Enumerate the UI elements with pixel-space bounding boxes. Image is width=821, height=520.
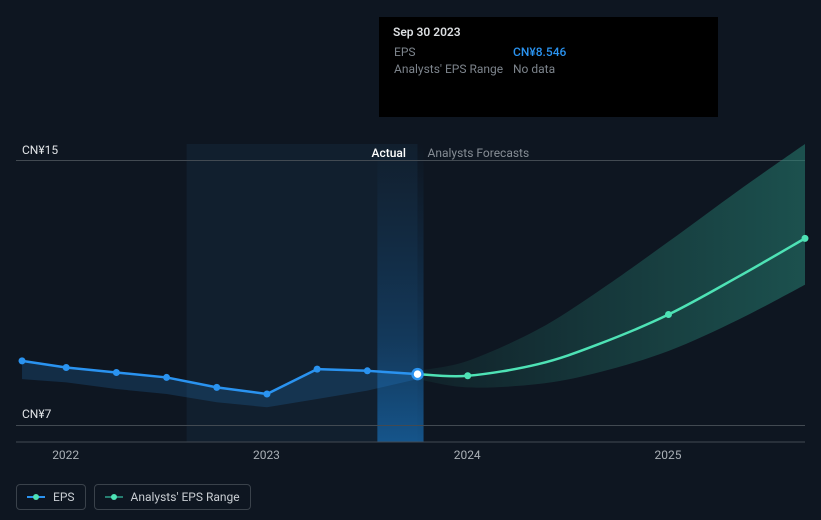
forecast-label: Analysts Forecasts <box>428 146 530 160</box>
tooltip-row-value: No data <box>512 60 704 77</box>
tooltip-row-value: CN¥8.546 <box>512 43 704 60</box>
chart-tooltip: Sep 30 2023 EPSCN¥8.546Analysts' EPS Ran… <box>379 17 718 117</box>
legend-item-analysts-range[interactable]: Analysts' EPS Range <box>94 484 251 510</box>
x-axis-label: 2024 <box>454 448 481 462</box>
legend-item-eps[interactable]: EPS <box>16 484 86 510</box>
tooltip-row-label: EPS <box>393 43 512 60</box>
legend-item-label: Analysts' EPS Range <box>131 490 240 504</box>
tooltip-title: Sep 30 2023 <box>393 25 704 43</box>
x-axis-label: 2023 <box>253 448 280 462</box>
y-axis-label: CN¥7 <box>22 407 51 421</box>
legend-swatch-icon <box>27 494 45 500</box>
y-axis-label: CN¥15 <box>22 143 58 157</box>
x-axis-label: 2022 <box>52 448 79 462</box>
actual-label: Actual <box>372 146 406 160</box>
chart-legend: EPS Analysts' EPS Range <box>16 484 251 510</box>
tooltip-row-label: Analysts' EPS Range <box>393 60 512 77</box>
x-axis-label: 2025 <box>654 448 681 462</box>
legend-swatch-icon <box>105 494 123 500</box>
legend-item-label: EPS <box>53 490 75 504</box>
tooltip-table: EPSCN¥8.546Analysts' EPS RangeNo data <box>393 43 704 77</box>
